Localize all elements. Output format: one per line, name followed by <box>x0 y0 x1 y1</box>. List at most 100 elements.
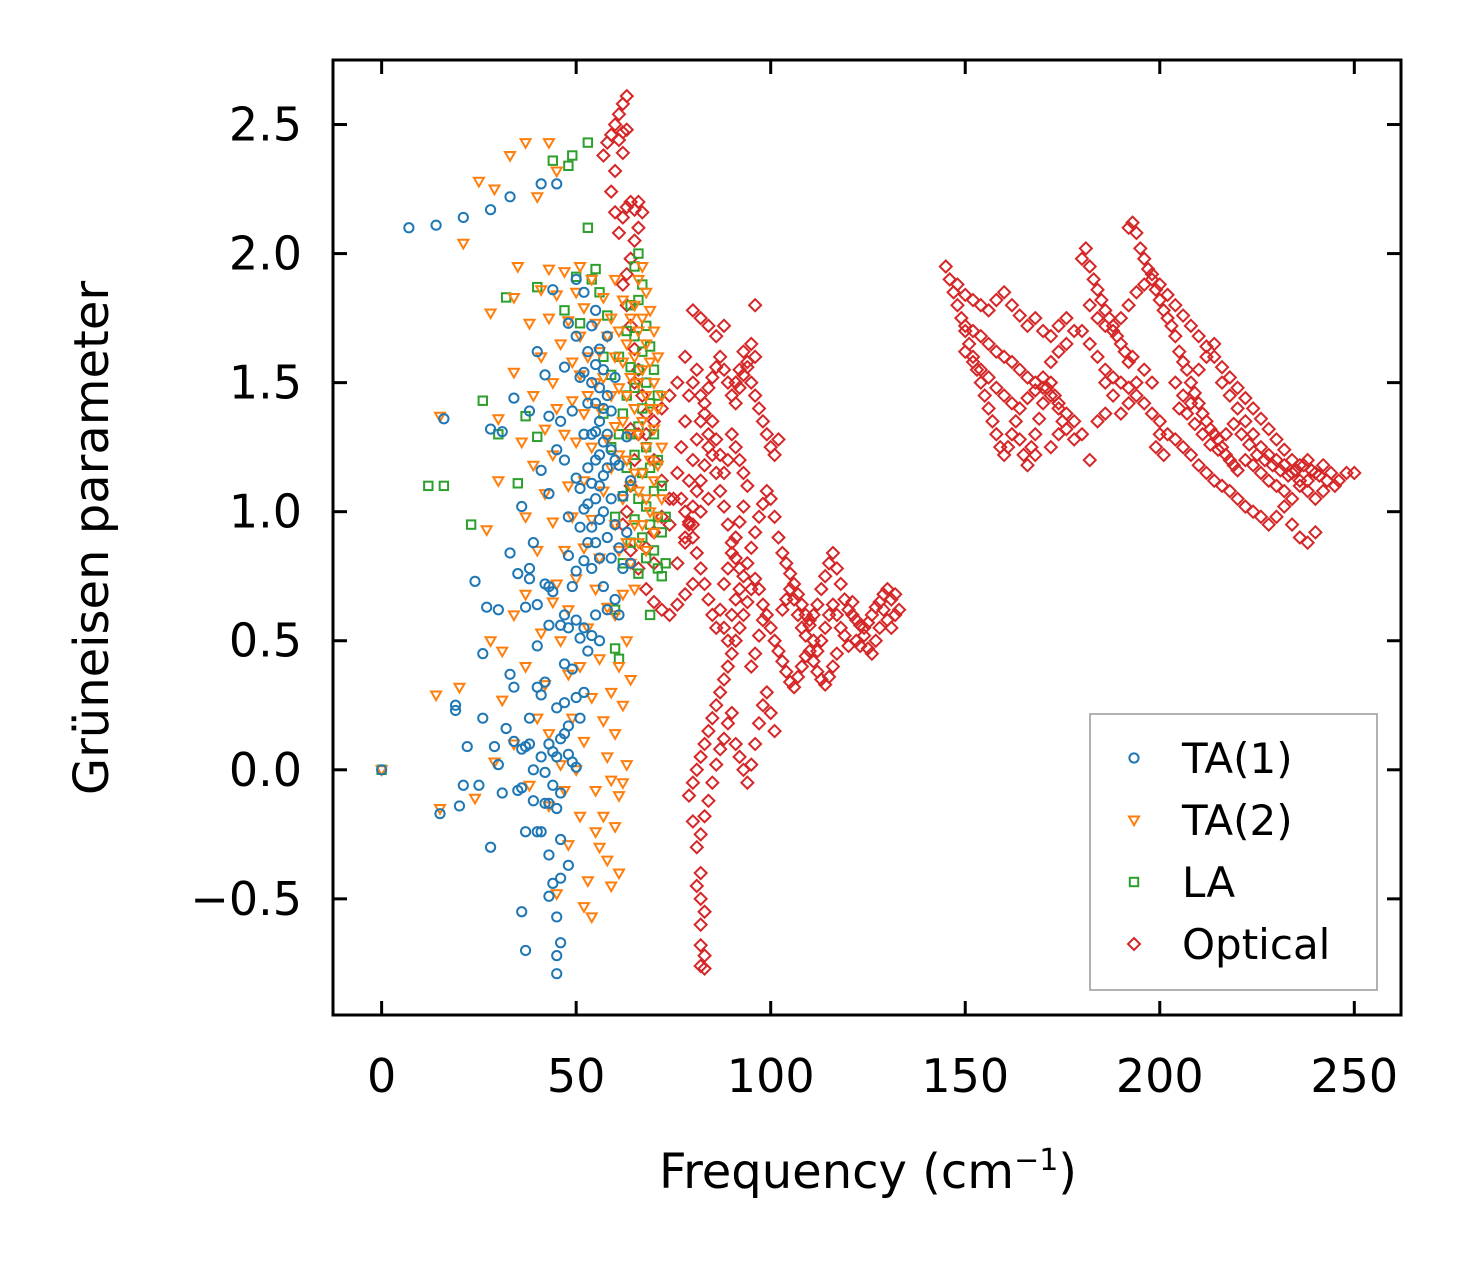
data-point <box>1199 465 1214 481</box>
data-point <box>759 483 775 499</box>
data-point <box>555 833 567 846</box>
data-point <box>643 305 657 318</box>
data-point <box>736 465 751 481</box>
data-point <box>1160 426 1175 442</box>
data-point <box>620 391 634 403</box>
data-point <box>1136 362 1152 378</box>
data-point <box>720 715 736 731</box>
data-point <box>585 912 599 925</box>
data-point <box>609 371 621 384</box>
data-point <box>712 447 728 463</box>
data-point <box>685 576 701 592</box>
data-point <box>1315 457 1331 473</box>
data-point <box>887 607 903 623</box>
data-point <box>774 602 790 618</box>
data-point <box>689 762 705 778</box>
data-point <box>1051 426 1067 442</box>
data-point <box>689 362 705 378</box>
data-point <box>969 362 985 378</box>
data-point <box>507 292 521 305</box>
legend: TA(1) TA(2) LA Optical <box>1089 713 1378 991</box>
data-point <box>728 736 744 752</box>
data-point <box>558 454 571 466</box>
data-point <box>616 295 630 308</box>
data-point <box>590 397 602 409</box>
data-point <box>693 865 709 881</box>
data-point <box>697 808 712 824</box>
data-point <box>1245 401 1261 416</box>
data-point <box>1043 354 1059 370</box>
data-point <box>588 318 603 331</box>
x-tick-label: 50 <box>547 1049 606 1103</box>
data-point <box>1171 344 1187 360</box>
data-point <box>570 330 582 342</box>
data-point <box>1012 362 1028 378</box>
data-point <box>708 757 724 773</box>
data-point <box>491 476 506 488</box>
data-point <box>523 573 536 585</box>
data-point <box>555 787 567 799</box>
data-point <box>1144 266 1160 282</box>
data-point <box>1245 504 1261 520</box>
data-point <box>617 408 629 419</box>
data-point <box>593 635 606 647</box>
data-point <box>1086 271 1102 287</box>
data-point <box>965 354 981 370</box>
data-point <box>617 562 629 575</box>
data-point <box>1230 401 1246 416</box>
data-point <box>465 519 477 530</box>
data-point <box>619 88 635 104</box>
data-point <box>631 429 646 442</box>
data-point <box>655 494 669 506</box>
data-point <box>484 423 497 435</box>
data-point <box>669 597 685 613</box>
data-point <box>1237 499 1253 514</box>
data-point <box>1101 310 1117 326</box>
data-point <box>641 320 652 332</box>
data-point <box>604 313 618 326</box>
y-tick-label: 0.5 <box>229 614 302 668</box>
data-point <box>403 222 415 234</box>
legend-label: TA(2) <box>1181 796 1293 845</box>
data-point <box>639 442 653 455</box>
legend-marker <box>1127 815 1141 828</box>
data-point <box>551 911 563 923</box>
data-point <box>570 691 582 704</box>
data-point <box>747 736 763 752</box>
data-point <box>1261 421 1277 437</box>
data-point <box>604 687 618 700</box>
data-point <box>708 432 724 447</box>
data-point <box>570 761 582 773</box>
data-point <box>608 520 622 532</box>
data-point <box>616 357 630 370</box>
x-axis-ticks: 0 50 100 150 200 250 <box>367 60 1398 1103</box>
data-point <box>1027 382 1043 398</box>
data-point <box>728 633 744 649</box>
data-point <box>562 317 574 329</box>
data-point <box>1175 308 1191 323</box>
data-point <box>526 391 541 403</box>
data-point <box>559 305 570 316</box>
data-point <box>531 599 543 611</box>
data-point <box>809 643 825 659</box>
data-point <box>697 904 712 920</box>
data-point <box>631 538 646 550</box>
data-point <box>1043 388 1059 403</box>
data-point <box>551 444 563 456</box>
data-point <box>1051 318 1067 334</box>
data-point <box>488 740 501 753</box>
data-point <box>496 426 508 438</box>
data-point <box>724 535 740 551</box>
data-point <box>558 658 571 670</box>
data-point <box>607 204 623 220</box>
data-point <box>557 429 572 442</box>
data-point <box>1272 462 1288 478</box>
data-point <box>704 710 720 726</box>
data-point <box>595 148 611 163</box>
data-point <box>1152 277 1168 292</box>
data-point <box>1292 473 1308 489</box>
data-point <box>817 677 833 693</box>
data-point <box>627 300 642 313</box>
data-point <box>662 517 677 533</box>
data-point <box>1082 297 1098 313</box>
